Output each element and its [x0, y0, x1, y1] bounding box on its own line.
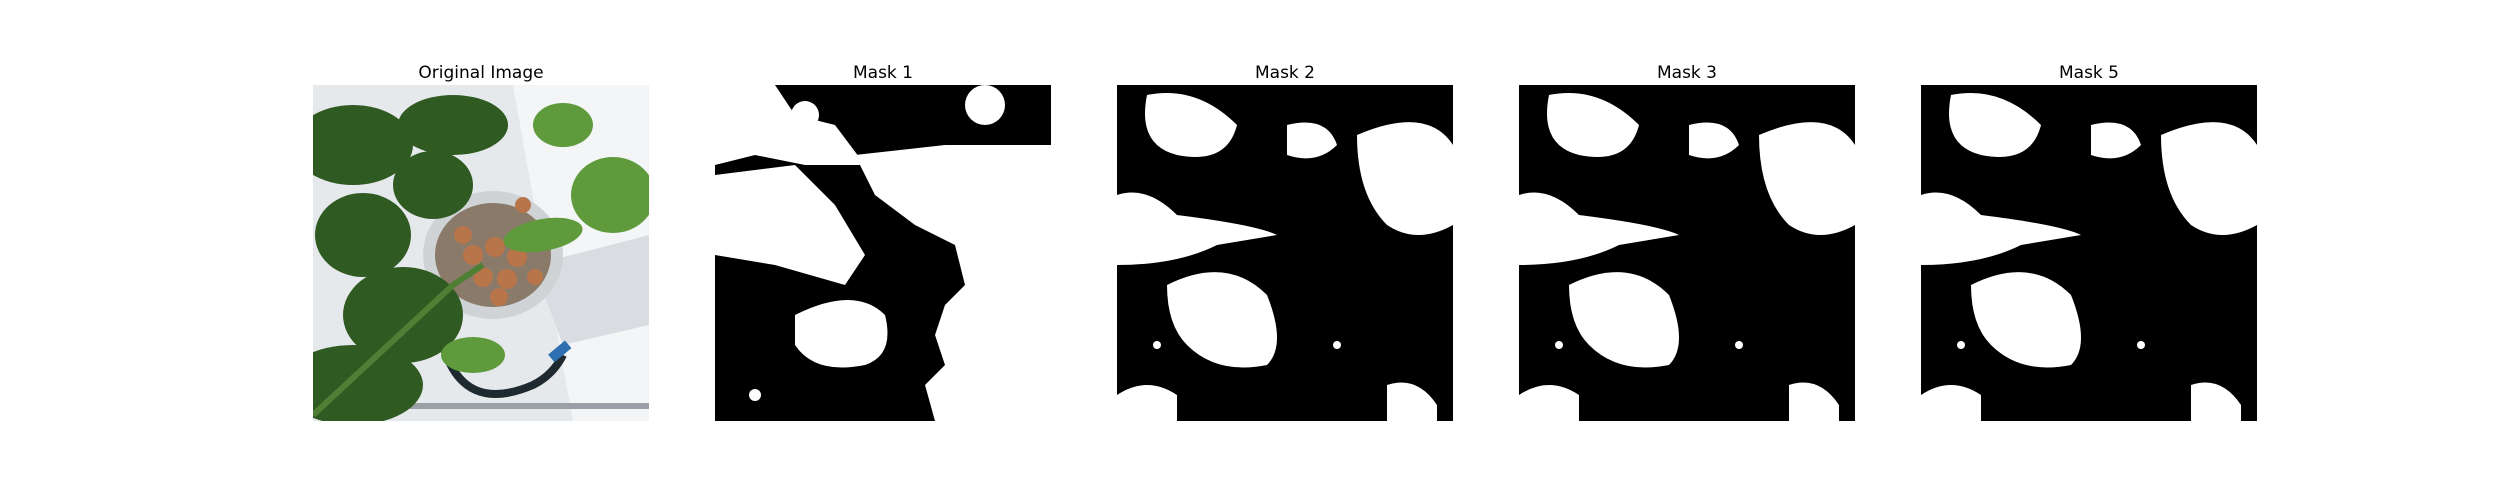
- mask-3-panel: Mask 3: [1519, 61, 1855, 421]
- panel-title: Mask 3: [1656, 63, 1717, 83]
- mask-1-image: [715, 85, 1051, 421]
- panel-title: Mask 1: [852, 63, 913, 83]
- mask-shapes: [1117, 93, 1453, 421]
- original-plant-photo: [313, 85, 649, 421]
- mask-2-panel: Mask 2: [1117, 61, 1453, 421]
- panel-title: Original Image: [418, 63, 544, 83]
- original-image-panel: Original Image: [313, 61, 649, 421]
- mask-1-panel: Mask 1: [715, 61, 1051, 421]
- panel-title: Mask 2: [1254, 63, 1315, 83]
- mask-5-panel: Mask 5: [1921, 61, 2257, 421]
- mask-3-image: [1519, 85, 1855, 421]
- mask-5-image: [1921, 85, 2257, 421]
- panel-title: Mask 5: [2058, 63, 2119, 83]
- mask-2-image: [1117, 85, 1453, 421]
